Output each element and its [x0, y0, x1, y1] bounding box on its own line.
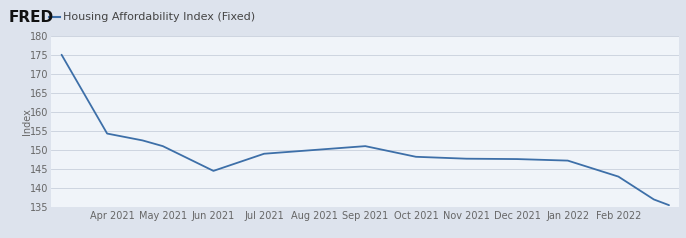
Text: Housing Affordability Index (Fixed): Housing Affordability Index (Fixed) — [63, 12, 255, 22]
Y-axis label: Index: Index — [22, 108, 32, 135]
Text: FRED: FRED — [8, 10, 54, 25]
